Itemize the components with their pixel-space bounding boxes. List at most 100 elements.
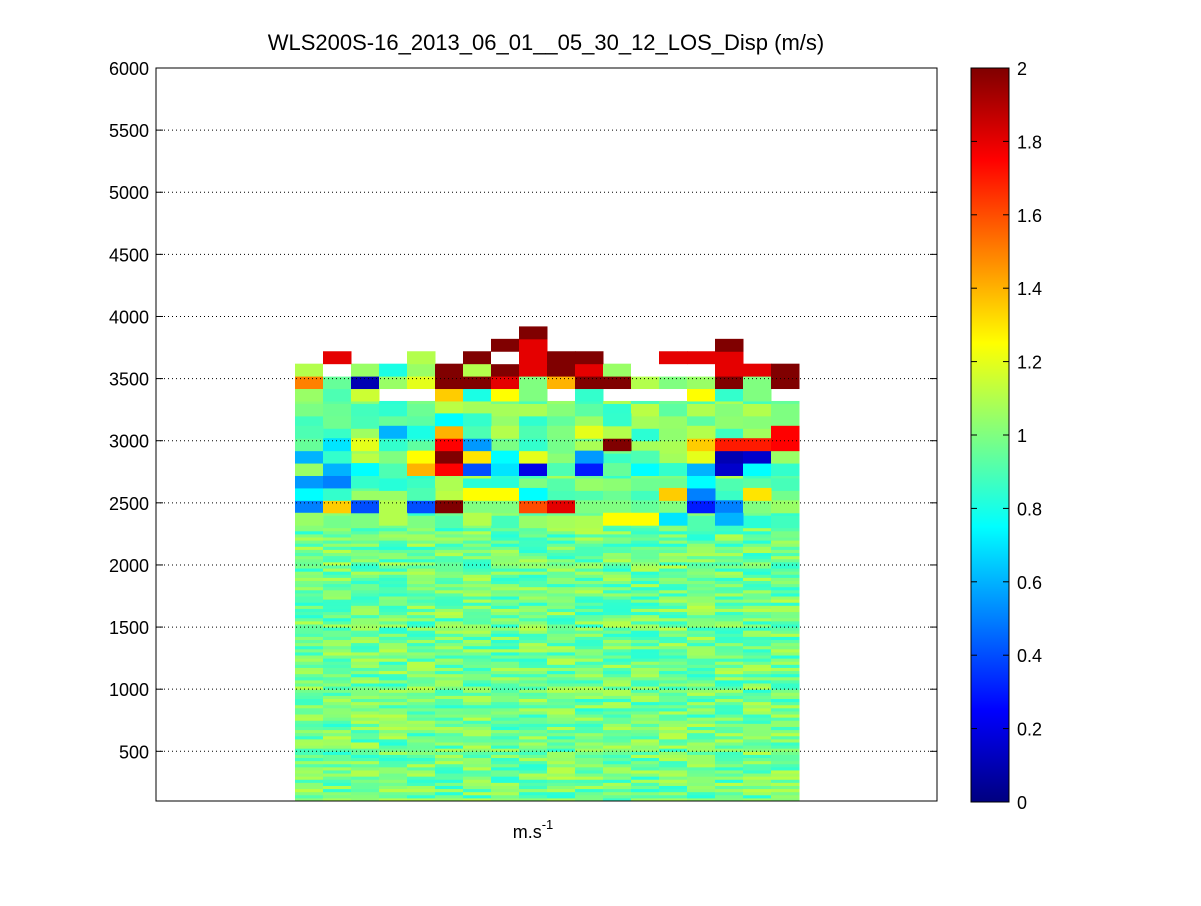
heatmap-cell [603, 658, 632, 662]
heatmap-cell [295, 571, 324, 575]
heatmap-cell [519, 682, 548, 687]
heatmap-cell [771, 676, 800, 681]
heatmap-cell [743, 738, 772, 743]
heatmap-cell [631, 552, 660, 557]
heatmap-cell [771, 599, 800, 603]
heatmap-cell [631, 689, 660, 693]
heatmap-cell [463, 605, 492, 609]
heatmap-cell [435, 797, 464, 802]
heatmap-cell [687, 741, 716, 746]
heatmap-cell [519, 648, 548, 653]
heatmap-cell [603, 376, 632, 390]
heatmap-cell [771, 707, 800, 712]
heatmap-cell [659, 546, 688, 550]
heatmap-cell [659, 403, 688, 417]
heatmap-cell [603, 751, 632, 755]
heatmap-cell [659, 568, 688, 572]
heatmap-cell [631, 766, 660, 771]
heatmap-cell [715, 602, 744, 606]
heatmap-cell [295, 450, 324, 464]
heatmap-cell [687, 794, 716, 799]
heatmap-cell [351, 723, 380, 727]
heatmap-cell [491, 543, 520, 547]
heatmap-cell [631, 729, 660, 734]
heatmap-cell [491, 477, 520, 491]
heatmap-cell [407, 540, 436, 544]
heatmap-cell [519, 568, 548, 572]
heatmap-cell [547, 751, 576, 755]
heatmap-cell [351, 797, 380, 802]
heatmap-cell [379, 714, 408, 718]
heatmap-cell [295, 785, 324, 790]
heatmap-cell [519, 552, 548, 557]
heatmap-cell [519, 450, 548, 464]
heatmap-cell [687, 738, 716, 743]
heatmap-cell [407, 571, 436, 575]
heatmap-cell [743, 707, 772, 712]
heatmap-cell [547, 599, 576, 603]
heatmap-cell [463, 425, 492, 439]
heatmap-cell [435, 773, 464, 777]
heatmap-cell [379, 732, 408, 737]
heatmap-cell [715, 500, 744, 514]
heatmap-cell [547, 760, 576, 765]
heatmap-cell [659, 639, 688, 644]
heatmap-cell [491, 791, 520, 796]
heatmap-cell [687, 537, 716, 541]
heatmap-cell [379, 754, 408, 759]
heatmap-cell [715, 549, 744, 554]
heatmap-cell [575, 766, 604, 771]
heatmap-cell [659, 527, 688, 532]
heatmap-cell [631, 633, 660, 637]
heatmap-cell [603, 527, 632, 532]
heatmap-cell [743, 726, 772, 731]
heatmap-cell [631, 574, 660, 578]
heatmap-cell [659, 763, 688, 768]
heatmap-cell [295, 376, 324, 390]
heatmap-cell [351, 679, 380, 684]
heatmap-cell [715, 766, 744, 771]
heatmap-cell [351, 732, 380, 737]
heatmap-cell [323, 617, 352, 622]
heatmap-cell [631, 785, 660, 790]
heatmap-cell [379, 376, 408, 390]
heatmap-cell [407, 748, 436, 752]
heatmap-cell [463, 636, 492, 640]
heatmap-cell [519, 537, 548, 541]
heatmap-cell [603, 735, 632, 740]
heatmap-cell [631, 602, 660, 606]
heatmap-cell [323, 574, 352, 578]
heatmap-cell [435, 745, 464, 749]
heatmap-cell [351, 769, 380, 774]
heatmap-cell [435, 738, 464, 743]
heatmap-cell [715, 655, 744, 659]
heatmap-cell [575, 568, 604, 572]
heatmap-cell [379, 707, 408, 712]
heatmap-cell [435, 376, 464, 390]
heatmap-cell [687, 438, 716, 452]
heatmap-cell [463, 773, 492, 777]
heatmap-cell [295, 627, 324, 631]
heatmap-cell [519, 651, 548, 656]
heatmap-cell [463, 732, 492, 737]
heatmap-cell [519, 636, 548, 640]
heatmap-cell [575, 592, 604, 597]
heatmap-cell [379, 670, 408, 675]
heatmap-cell [463, 463, 492, 476]
heatmap-cell [687, 642, 716, 647]
heatmap-cell [547, 558, 576, 563]
heatmap-cell [715, 651, 744, 656]
y-tick-label: 4000 [109, 307, 149, 327]
heatmap-cell [575, 583, 604, 588]
heatmap-cell [547, 636, 576, 640]
heatmap-cell [659, 704, 688, 709]
heatmap-cell [295, 403, 324, 417]
heatmap-cell [715, 710, 744, 715]
heatmap-cell [351, 779, 380, 783]
heatmap-cell [547, 763, 576, 768]
heatmap-cell [687, 729, 716, 734]
heatmap-cell [407, 757, 436, 762]
heatmap-cell [491, 620, 520, 625]
heatmap-cell [631, 599, 660, 603]
heatmap-cell [379, 760, 408, 765]
